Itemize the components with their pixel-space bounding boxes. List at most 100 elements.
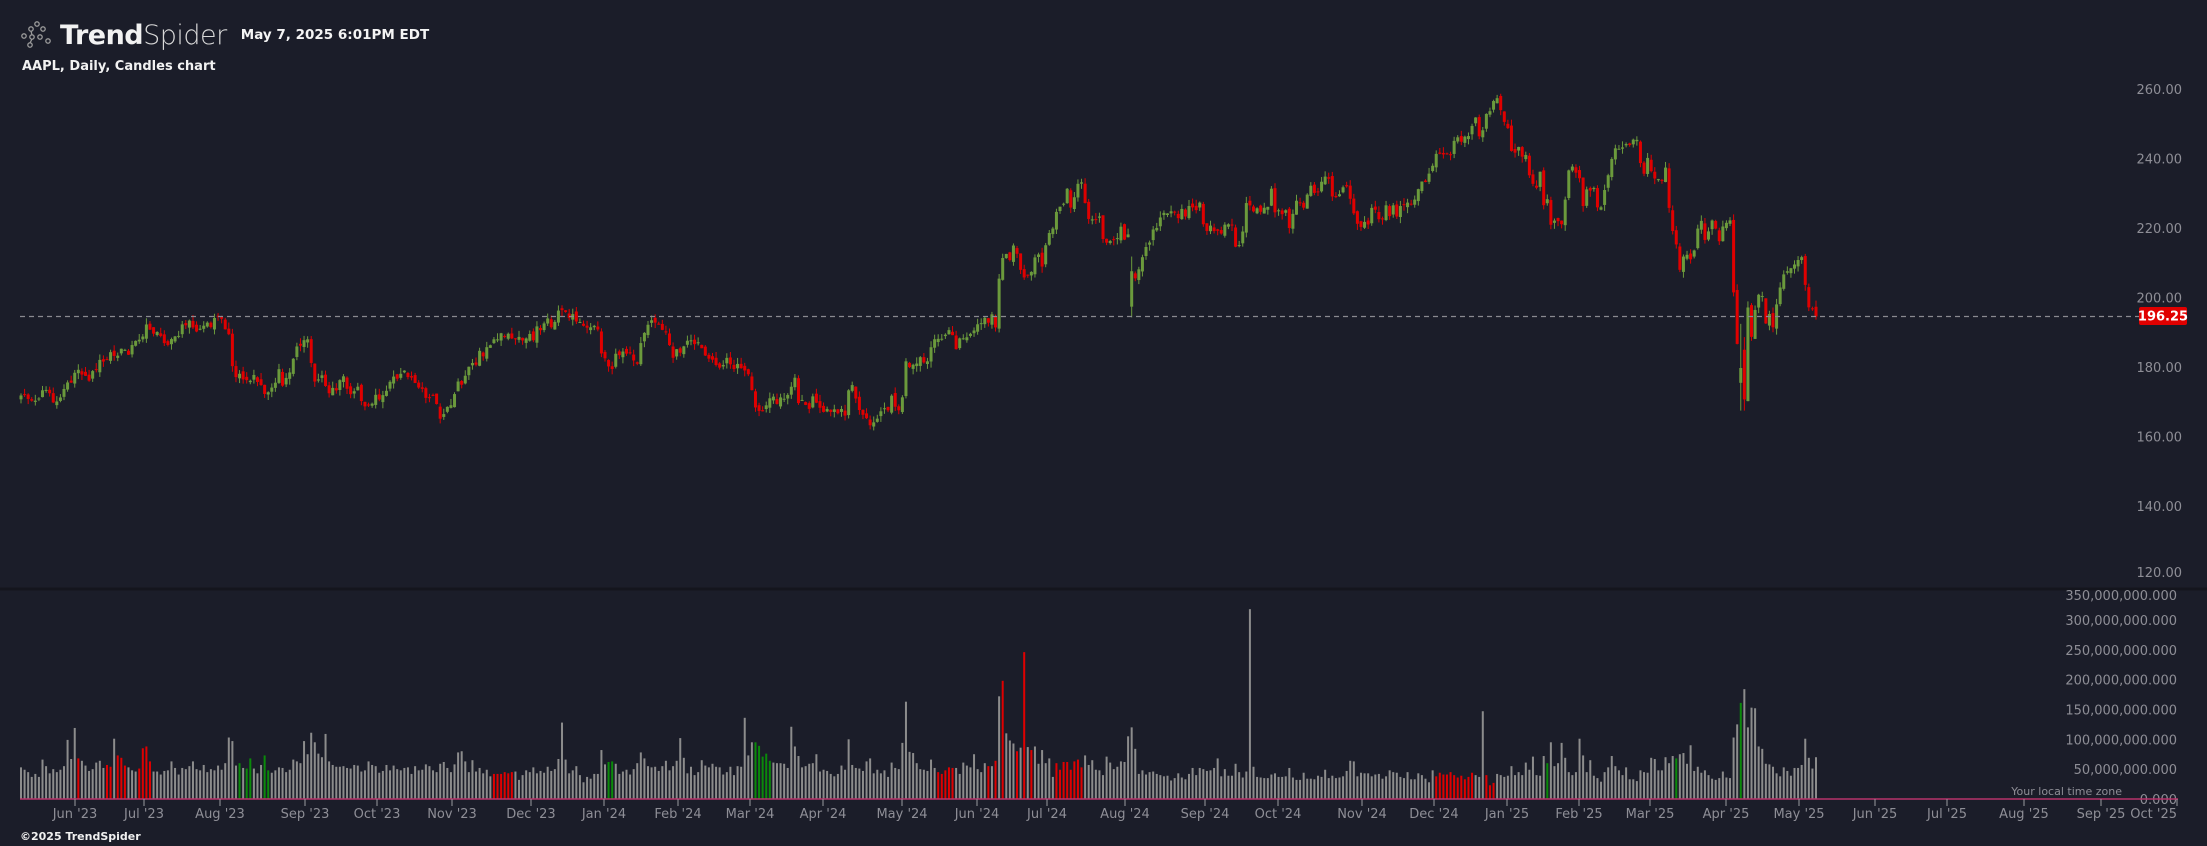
candle[interactable] [1721,220,1725,242]
candle[interactable] [1585,186,1589,209]
candle[interactable] [316,373,320,383]
candle[interactable] [736,357,740,374]
candle[interactable] [234,360,238,383]
candle[interactable] [1578,165,1582,183]
candle[interactable] [62,384,66,401]
candle[interactable] [1452,136,1456,159]
candle[interactable] [1051,226,1055,239]
candle[interactable] [1241,226,1245,247]
candle[interactable] [1155,222,1159,232]
candle[interactable] [589,323,593,335]
candle[interactable] [632,349,636,367]
candle[interactable] [933,334,937,353]
candle[interactable] [1696,224,1700,250]
candle[interactable] [764,401,768,413]
candle[interactable] [811,393,815,409]
candle[interactable] [273,377,277,392]
candle[interactable] [155,331,159,337]
candle[interactable] [1137,266,1141,285]
candle[interactable] [968,332,972,338]
candle[interactable] [159,327,163,338]
candle[interactable] [55,396,59,409]
timezone-note[interactable]: Your local time zone [2010,785,2122,798]
candle[interactable] [252,369,256,384]
candle[interactable] [1011,243,1015,266]
candle[interactable] [137,334,141,344]
candle[interactable] [496,333,500,343]
candle[interactable] [1162,210,1166,220]
candle[interactable] [1431,163,1435,173]
candle[interactable] [126,349,130,355]
candle[interactable] [1037,252,1041,263]
candle[interactable] [456,378,460,392]
candle[interactable] [882,402,886,414]
candle[interactable] [1800,255,1804,264]
candle[interactable] [134,340,138,347]
candle[interactable] [1262,202,1266,214]
candle[interactable] [682,345,686,358]
candle[interactable] [198,325,202,331]
candle[interactable] [1069,188,1073,214]
candle[interactable] [73,369,77,388]
candle[interactable] [1194,199,1198,214]
candle[interactable] [1119,222,1123,244]
candle[interactable] [1294,194,1298,215]
candle[interactable] [1029,271,1033,281]
candle[interactable] [1330,171,1334,201]
candle[interactable] [642,332,646,348]
candle[interactable] [1366,217,1370,229]
candle[interactable] [277,363,281,384]
candle[interactable] [180,321,184,338]
candle[interactable] [1004,253,1008,259]
candle[interactable] [954,330,958,350]
candle[interactable] [1237,240,1241,248]
time-axis[interactable]: Jun '23 Jul '23 Aug '23 Sep '23 Oct '23 Nov '… [52,799,2178,822]
candle[interactable] [33,394,37,406]
candle[interactable] [872,416,876,431]
candle[interactable] [994,314,998,332]
candle[interactable] [1567,169,1571,201]
candle[interactable] [1495,94,1499,104]
candle[interactable] [309,336,313,368]
candle[interactable] [1807,283,1811,312]
candle[interactable] [614,348,618,369]
candle[interactable] [1094,213,1098,224]
candle[interactable] [850,381,854,393]
candle[interactable] [1377,206,1381,223]
candle[interactable] [546,313,550,326]
candle[interactable] [1631,138,1635,148]
candle[interactable] [1337,190,1341,197]
candle[interactable] [556,305,560,326]
candle[interactable] [671,342,675,363]
candle[interactable] [1230,218,1234,231]
candle[interactable] [1209,220,1213,235]
candle[interactable] [1771,307,1775,333]
candle[interactable] [1710,219,1714,235]
candle[interactable] [402,370,406,374]
candle[interactable] [1370,204,1374,226]
candle[interactable] [284,373,288,388]
candle[interactable] [947,327,951,335]
candle[interactable] [1535,180,1539,190]
candle[interactable] [1409,199,1413,206]
candle[interactable] [1115,233,1119,245]
candle[interactable] [897,404,901,415]
candle[interactable] [1255,207,1259,215]
candle[interactable] [1570,164,1574,173]
candle[interactable] [1753,305,1757,340]
candle[interactable] [449,398,453,409]
candle[interactable] [768,392,772,413]
candle[interactable] [83,366,87,377]
candle[interactable] [1187,199,1191,220]
candle[interactable] [1373,200,1377,214]
candle[interactable] [488,344,492,348]
candle[interactable] [187,319,191,334]
candle[interactable] [37,397,41,402]
candle[interactable] [746,368,750,377]
candle[interactable] [1699,215,1703,234]
candle[interactable] [1689,249,1693,264]
candle[interactable] [1019,253,1023,275]
candle[interactable] [664,325,668,335]
candle[interactable] [248,379,252,385]
candle[interactable] [531,328,535,343]
